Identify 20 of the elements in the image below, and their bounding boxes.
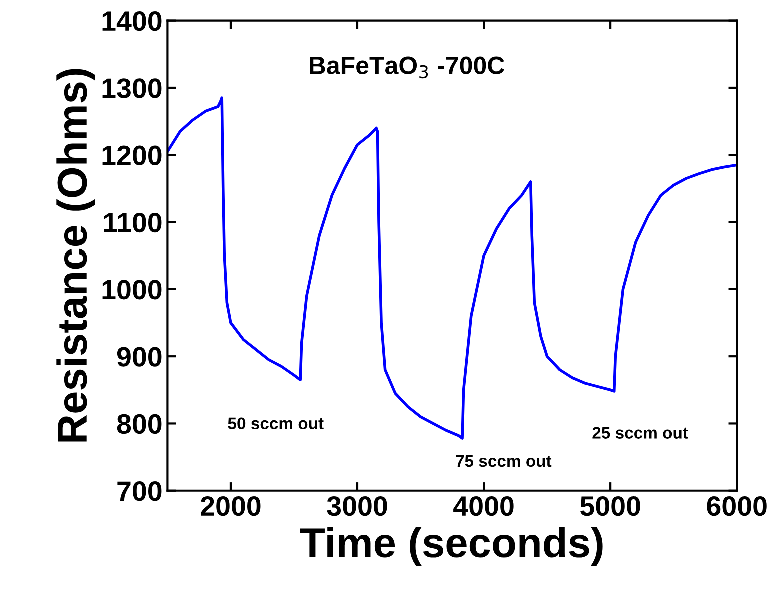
y-tick-label: 700 — [118, 482, 162, 502]
y-tick-label: 800 — [117, 414, 162, 434]
y-tick-label: 1300 — [102, 78, 162, 98]
y-tick-label: 1100 — [104, 212, 162, 233]
annotation: 25 sccm out — [592, 427, 688, 439]
x-tick-label: 2000 — [201, 496, 261, 516]
y-axis-title: Resistance (Ohms) — [56, 69, 96, 442]
y-tick-label: 1000 — [102, 280, 162, 300]
line-series — [168, 96, 738, 440]
annotation: BaFeTaO$_{3}$ -700C — [310, 56, 505, 79]
annotation: 50 sccm out — [228, 418, 324, 430]
y-tick-label: 1200 — [102, 146, 162, 166]
annotation: 75 sccm out — [456, 456, 552, 468]
x-tick-label: 3000 — [327, 496, 388, 516]
x-axis-title: Time (seconds) — [300, 527, 603, 566]
x-tick-label: 5000 — [580, 496, 640, 516]
y-tick-label: 900 — [117, 347, 162, 367]
y-tick-label: 1400 — [102, 11, 162, 32]
x-tick-label: 6000 — [707, 496, 767, 516]
x-tick-label: 4000 — [454, 496, 514, 516]
